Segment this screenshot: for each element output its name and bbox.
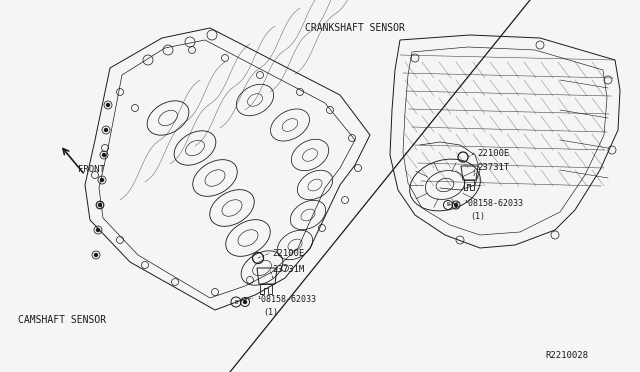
Circle shape: [102, 154, 106, 157]
Text: ¹08158-62033: ¹08158-62033: [257, 295, 317, 305]
Text: 22100E: 22100E: [272, 248, 304, 257]
Text: 23731M: 23731M: [272, 266, 304, 275]
Text: R2210028: R2210028: [545, 350, 588, 359]
Text: B: B: [447, 202, 449, 208]
Text: (1): (1): [470, 212, 485, 221]
Text: 23731T: 23731T: [477, 164, 509, 173]
Circle shape: [95, 253, 97, 257]
Text: B: B: [234, 299, 237, 305]
Circle shape: [100, 179, 104, 182]
Circle shape: [243, 301, 246, 304]
Text: CRANKSHAFT SENSOR: CRANKSHAFT SENSOR: [305, 23, 405, 33]
Text: 22100E: 22100E: [477, 148, 509, 157]
Circle shape: [97, 228, 99, 231]
Circle shape: [104, 128, 108, 131]
Circle shape: [454, 203, 458, 206]
Text: (1): (1): [263, 308, 278, 317]
Text: FRONT: FRONT: [78, 165, 105, 174]
Circle shape: [106, 103, 109, 106]
Text: ¹08158-62033: ¹08158-62033: [464, 199, 524, 208]
Circle shape: [99, 203, 102, 206]
Text: CAMSHAFT SENSOR: CAMSHAFT SENSOR: [18, 315, 106, 325]
